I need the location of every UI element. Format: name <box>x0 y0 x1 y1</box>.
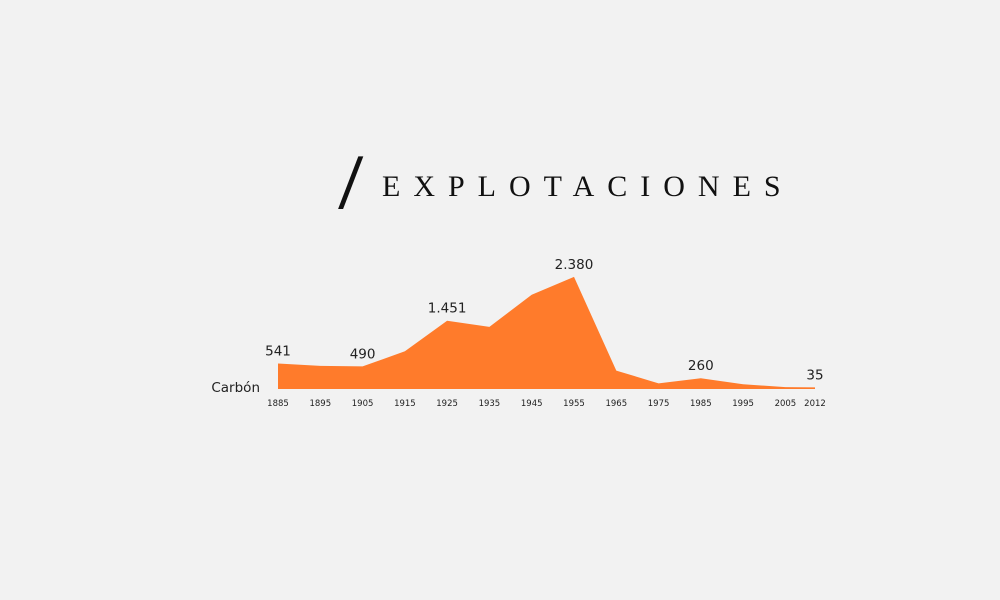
data-label: 35 <box>806 367 823 383</box>
x-tick-label: 1945 <box>521 399 543 409</box>
x-tick-label: 1915 <box>394 399 416 409</box>
area-series-carbon <box>278 276 815 389</box>
x-tick-label: 1905 <box>352 399 374 409</box>
x-tick-label: 1975 <box>648 399 670 409</box>
x-tick-label: 1925 <box>436 399 458 409</box>
data-label: 541 <box>265 344 291 360</box>
chart-title-block: / EXPLOTACIONES <box>337 145 820 219</box>
series-label-carbon: Carbón <box>211 380 260 396</box>
x-tick-label: 1965 <box>605 399 627 409</box>
x-tick-label: 2005 <box>775 399 797 409</box>
data-label: 260 <box>688 358 714 374</box>
x-tick-label: 1955 <box>563 399 585 409</box>
data-label: 1.451 <box>428 301 467 317</box>
x-tick-label: 2012 <box>804 399 826 409</box>
data-labels: 541 490 1.451 2.380 260 35 <box>265 257 823 384</box>
chart-title: EXPLOTACIONES <box>382 170 794 203</box>
x-tick-label: 1935 <box>479 399 501 409</box>
area-layer <box>278 276 815 389</box>
x-tick-label: 1995 <box>732 399 754 409</box>
data-label: 490 <box>350 346 376 362</box>
x-tick-label: 1885 <box>267 399 289 409</box>
x-tick-label: 1985 <box>690 399 712 409</box>
data-label: 2.380 <box>555 257 594 273</box>
x-axis-ticks: 1885 1895 1905 1915 1925 1935 1945 1955 1965 1975… <box>267 399 826 409</box>
x-tick-label: 1895 <box>309 399 331 409</box>
